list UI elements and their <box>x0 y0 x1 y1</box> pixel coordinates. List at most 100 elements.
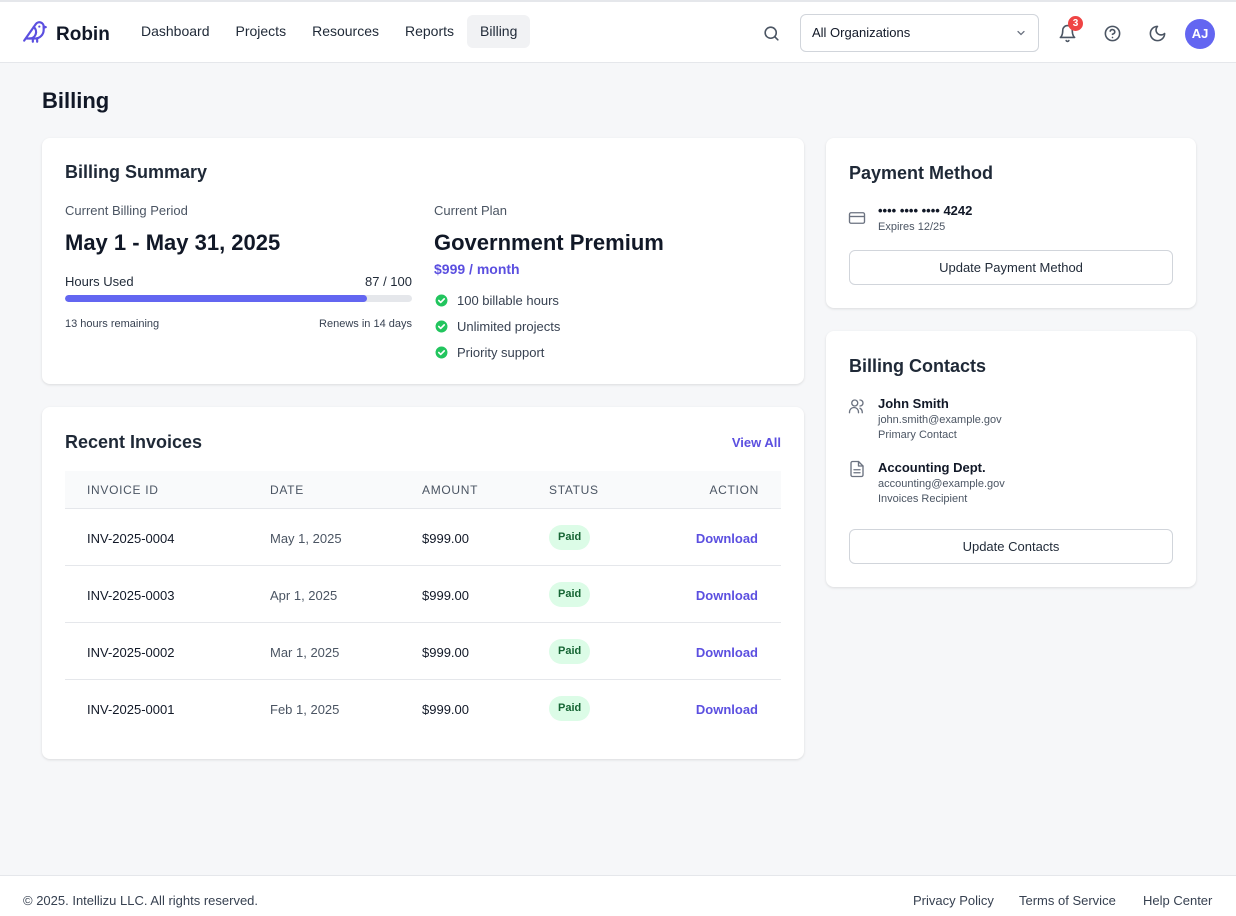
moon-icon <box>1149 25 1165 41</box>
contact-email: accounting@example.gov <box>878 478 1005 490</box>
bell-icon <box>1059 24 1075 42</box>
notifications-button[interactable] <box>1052 18 1082 48</box>
user-avatar[interactable]: AJ <box>1185 19 1215 49</box>
check-circle-icon <box>435 320 448 333</box>
payment-method-title: Payment Method <box>849 163 994 183</box>
invoice-amount: $999.00 <box>422 588 469 603</box>
update-contacts-button[interactable]: Update Contacts <box>849 529 1173 564</box>
billing-period-value: May 1 - May 31, 2025 <box>65 230 281 255</box>
billing-summary-card: Billing Summary Current Billing Period M… <box>42 138 804 384</box>
hours-used-value: 87 / 100 <box>365 274 412 289</box>
help-button[interactable] <box>1097 18 1127 48</box>
column-header-invoice-id: INVOICE ID <box>87 483 159 497</box>
brand-name: Robin <box>56 23 110 45</box>
invoice-amount: $999.00 <box>422 702 469 717</box>
users-icon <box>848 399 864 414</box>
column-header-status: STATUS <box>549 483 599 497</box>
download-button[interactable]: Download <box>695 588 758 603</box>
invoice-date: Feb 1, 2025 <box>270 702 340 717</box>
payment-method-card: Payment Method •••• •••• •••• 4242 Expir… <box>826 138 1196 308</box>
organization-select[interactable]: All Organizations <box>800 14 1039 52</box>
bird-icon <box>22 19 48 50</box>
table-row: INV-2025-0004 May 1, 2025 $999.00 Paid D… <box>65 509 781 566</box>
update-payment-method-button[interactable]: Update Payment Method <box>849 250 1173 285</box>
chevron-down-icon <box>1017 30 1025 36</box>
contact-role: Primary Contact <box>878 429 957 441</box>
download-button[interactable]: Download <box>695 702 758 717</box>
invoice-amount: $999.00 <box>422 531 469 546</box>
plan-feature: Unlimited projects <box>435 319 560 334</box>
organization-select-value: All Organizations <box>812 25 911 40</box>
hours-progress-bar <box>65 295 412 302</box>
nav-item-billing[interactable]: Billing <box>467 15 531 48</box>
plan-feature-label: 100 billable hours <box>457 293 559 308</box>
current-plan-label: Current Plan <box>434 203 507 218</box>
plan-feature: 100 billable hours <box>435 293 559 308</box>
invoice-id: INV-2025-0002 <box>87 645 175 660</box>
contact-email: john.smith@example.gov <box>878 414 1002 426</box>
nav-item-reports[interactable]: Reports <box>405 23 455 39</box>
contact-role: Invoices Recipient <box>878 493 968 505</box>
footer-copyright: © 2025. Intellizu LLC. All rights reserv… <box>23 893 259 908</box>
invoice-date: May 1, 2025 <box>270 531 342 546</box>
search-button[interactable] <box>756 18 786 48</box>
recent-invoices-card: Recent Invoices View All INVOICE ID DATE… <box>42 407 804 759</box>
nav-item-projects[interactable]: Projects <box>235 23 287 39</box>
brand[interactable]: Robin <box>22 19 110 50</box>
column-header-amount: AMOUNT <box>422 483 479 497</box>
theme-toggle-button[interactable] <box>1142 18 1172 48</box>
plan-feature-label: Priority support <box>457 345 545 360</box>
nav-item-dashboard[interactable]: Dashboard <box>141 23 210 39</box>
column-header-action: ACTION <box>709 483 759 497</box>
billing-contacts-title: Billing Contacts <box>849 356 987 376</box>
plan-name: Government Premium <box>434 230 664 255</box>
card-number: •••• •••• •••• 4242 <box>878 203 973 218</box>
check-circle-icon <box>435 294 448 307</box>
plan-price: $999 / month <box>434 261 520 277</box>
table-row: INV-2025-0002 Mar 1, 2025 $999.00 Paid D… <box>65 623 781 680</box>
plan-feature: Priority support <box>435 345 544 360</box>
invoice-table-header: INVOICE ID DATE AMOUNT STATUS ACTION <box>65 471 781 509</box>
recent-invoices-title: Recent Invoices <box>65 432 203 452</box>
invoice-date: Apr 1, 2025 <box>270 588 338 603</box>
status-badge: Paid <box>549 696 591 721</box>
contact-name: John Smith <box>878 396 949 411</box>
card-expiry: Expires 12/25 <box>878 221 946 233</box>
view-all-link[interactable]: View All <box>731 435 781 450</box>
invoice-id: INV-2025-0004 <box>87 531 175 546</box>
invoice-id: INV-2025-0003 <box>87 588 175 603</box>
top-navbar: Robin Dashboard Projects Resources Repor… <box>0 0 1236 63</box>
page-title: Billing <box>42 88 110 113</box>
billing-summary-title: Billing Summary <box>65 162 208 182</box>
status-badge: Paid <box>549 639 591 664</box>
credit-card-icon <box>848 212 866 224</box>
status-badge: Paid <box>549 582 591 607</box>
hours-progress-fill <box>65 295 367 302</box>
notifications-badge: 3 <box>1068 16 1083 31</box>
download-button[interactable]: Download <box>695 531 758 546</box>
plan-feature-label: Unlimited projects <box>457 319 561 334</box>
invoice-date: Mar 1, 2025 <box>270 645 340 660</box>
help-circle-icon <box>1104 25 1120 41</box>
footer-link-terms[interactable]: Terms of Service <box>1019 893 1116 908</box>
main-nav: Dashboard Projects Resources Reports Bil… <box>128 15 531 48</box>
footer: © 2025. Intellizu LLC. All rights reserv… <box>0 875 1236 916</box>
hours-used-label: Hours Used <box>65 274 134 289</box>
billing-period-label: Current Billing Period <box>65 203 188 218</box>
footer-link-help[interactable]: Help Center <box>1143 893 1213 908</box>
hours-remaining: 13 hours remaining <box>65 318 160 330</box>
check-circle-icon <box>435 346 448 359</box>
table-row: INV-2025-0003 Apr 1, 2025 $999.00 Paid D… <box>65 566 781 623</box>
renews-text: Renews in 14 days <box>319 318 412 330</box>
invoice-id: INV-2025-0001 <box>87 702 175 717</box>
search-icon <box>763 25 779 41</box>
document-icon <box>850 460 864 478</box>
invoice-amount: $999.00 <box>422 645 469 660</box>
billing-contacts-card: Billing Contacts John Smith john.smith@e… <box>826 331 1196 587</box>
column-header-date: DATE <box>270 483 304 497</box>
nav-item-resources[interactable]: Resources <box>312 23 379 39</box>
status-badge: Paid <box>549 525 591 550</box>
contact-name: Accounting Dept. <box>878 460 986 475</box>
footer-link-privacy[interactable]: Privacy Policy <box>913 893 994 908</box>
download-button[interactable]: Download <box>695 645 758 660</box>
